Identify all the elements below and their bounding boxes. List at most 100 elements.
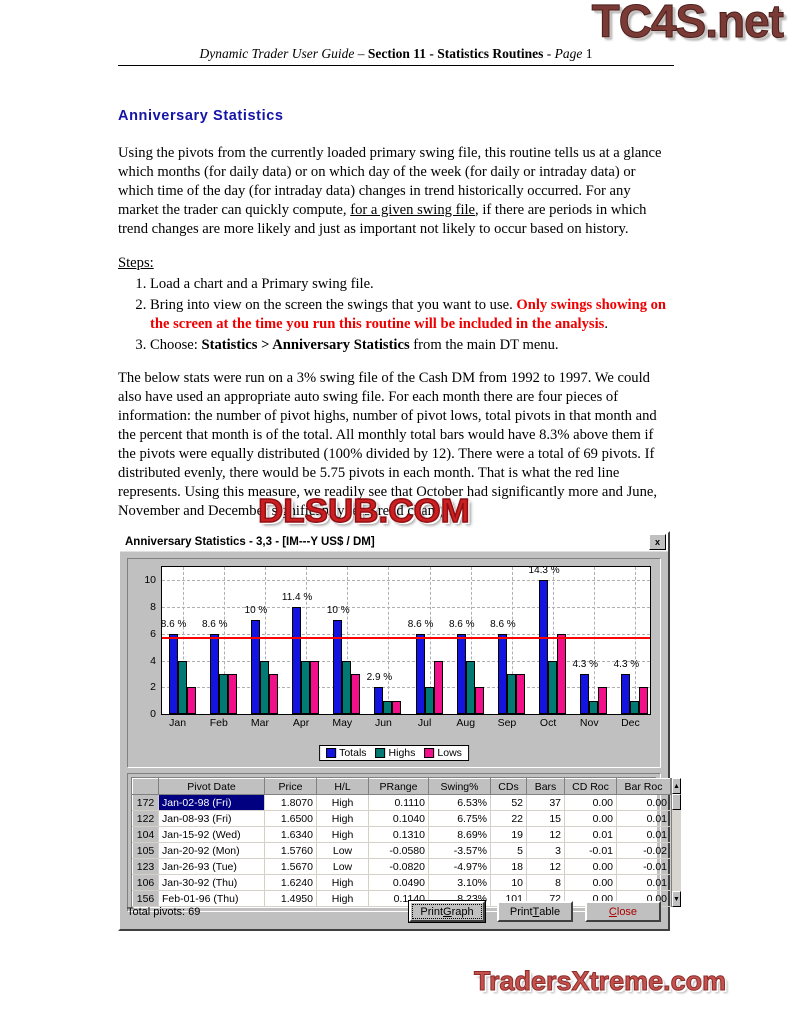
- body-paragraph: The below stats were run on a 3% swing f…: [118, 369, 657, 519]
- steps-list: Load a chart and a Primary swing file. B…: [118, 275, 674, 355]
- bar-chart-plot: [161, 566, 651, 715]
- cell-high-low: High: [316, 890, 369, 907]
- button-label-post: lose: [616, 905, 638, 918]
- cell-row-number: 105: [132, 842, 159, 859]
- column-header-bars[interactable]: Bars: [526, 778, 565, 795]
- bar-group-feb: [209, 633, 237, 714]
- pivot-table-panel: Pivot Date Price H/L PRange Swing% CDs Bars CD …: [127, 773, 681, 912]
- bar-group-sep: [497, 633, 525, 714]
- step-3-tail: from the main DT menu.: [409, 336, 559, 353]
- table-row[interactable]: 104 Jan-15-92 (Wed) 1.6340 High 0.1310 8.69% 1…: [132, 826, 671, 843]
- cell-cds: 5: [490, 842, 527, 859]
- gridline-horizontal: [162, 607, 650, 609]
- gridline-vertical: [429, 567, 431, 714]
- button-accelerator: C: [608, 905, 617, 918]
- chart-legend: Totals Highs Lows: [319, 745, 469, 761]
- bar-lows-oct: [557, 633, 567, 714]
- cell-swing-pct: 6.75%: [428, 810, 491, 827]
- table-row[interactable]: 123 Jan-26-93 (Tue) 1.5670 Low -0.0820 -4.97%…: [132, 858, 671, 875]
- cell-swing-pct: -3.57%: [428, 842, 491, 859]
- bar-totals-apr: [292, 607, 302, 714]
- gridline-vertical: [511, 567, 513, 714]
- gridline-vertical: [347, 567, 349, 714]
- cell-prange: -0.0580: [368, 842, 429, 859]
- cell-cd-roc: 0.00: [564, 858, 617, 875]
- cell-pivot-date: Jan-08-93 (Fri): [158, 810, 265, 827]
- header-page-label: Page: [554, 46, 583, 61]
- cell-prange: 0.1110: [368, 794, 429, 811]
- dialog-titlebar[interactable]: Anniversary Statistics - 3,3 - [IM---Y U…: [120, 533, 668, 552]
- cell-swing-pct: 3.10%: [428, 874, 491, 891]
- column-header-cd-roc[interactable]: CD Roc: [564, 778, 617, 795]
- cell-high-low: High: [316, 794, 369, 811]
- bar-highs-nov: [589, 700, 599, 714]
- table-row[interactable]: 122 Jan-08-93 (Fri) 1.6500 High 0.1040 6.75% 2…: [132, 810, 671, 827]
- header-separator: -: [543, 46, 555, 61]
- bar-totals-dec: [621, 673, 631, 714]
- page-title: Anniversary Statistics: [118, 108, 284, 124]
- gridline-vertical: [635, 567, 637, 714]
- cell-price: 1.4950: [264, 890, 317, 907]
- data-label-oct: 14.3 %: [528, 565, 560, 577]
- column-header-cds[interactable]: CDs: [490, 778, 527, 795]
- gridline-vertical: [264, 567, 266, 714]
- cell-pivot-date: Jan-02-98 (Fri): [158, 794, 265, 811]
- bar-group-dec: [621, 673, 649, 714]
- column-header-swing-[interactable]: Swing%: [428, 778, 491, 795]
- close-icon[interactable]: x: [649, 534, 666, 550]
- bar-group-nov: [580, 673, 608, 714]
- scroll-up-icon[interactable]: ▲: [672, 778, 681, 794]
- column-header-bar-roc[interactable]: Bar Roc: [616, 778, 671, 795]
- column-header-prange[interactable]: PRange: [368, 778, 429, 795]
- cell-row-number: 156: [132, 890, 159, 907]
- data-label-feb: 8.6 %: [201, 618, 228, 630]
- column-header-h-l[interactable]: H/L: [316, 778, 369, 795]
- cell-prange: 0.0490: [368, 874, 429, 891]
- intro-paragraph: Using the pivots from the currently load…: [118, 144, 674, 239]
- data-label-sep: 8.6 %: [490, 618, 516, 630]
- column-header-rownum[interactable]: [132, 778, 159, 795]
- data-label-aug: 8.6 %: [448, 618, 475, 630]
- bar-totals-jan: [168, 633, 178, 714]
- scrollbar-thumb[interactable]: [672, 794, 681, 810]
- intro-underlined-phrase: for a given swing file: [350, 201, 476, 218]
- cell-pivot-date: Feb-01-96 (Thu): [158, 890, 265, 907]
- gridline-vertical: [182, 567, 184, 714]
- table-row[interactable]: 172 Jan-02-98 (Fri) 1.8070 High 0.1110 6.53% 5…: [132, 794, 671, 811]
- steps-label: Steps:: [118, 254, 154, 271]
- cell-bars: 12: [526, 826, 565, 843]
- column-header-pivot-date[interactable]: Pivot Date: [158, 778, 265, 795]
- table-row[interactable]: 106 Jan-30-92 (Thu) 1.6240 High 0.0490 3.10% 1…: [132, 874, 671, 891]
- cell-bar-roc: -0.02: [616, 842, 671, 859]
- table-row[interactable]: 105 Jan-20-92 (Mon) 1.5760 Low -0.0580 -3.57%…: [132, 842, 671, 859]
- table-scrollbar[interactable]: ▲ ▼: [671, 778, 681, 907]
- bar-lows-mar: [268, 673, 278, 714]
- scrollbar-track[interactable]: [672, 810, 681, 891]
- cell-high-low: Low: [316, 842, 369, 859]
- y-axis-tick-10: 10: [144, 574, 156, 587]
- gridline-vertical: [388, 567, 390, 714]
- bar-totals-jul: [415, 633, 425, 714]
- cell-cds: 18: [490, 858, 527, 875]
- anniversary-statistics-dialog: Anniversary Statistics - 3,3 - [IM---Y U…: [118, 531, 681, 931]
- cell-swing-pct: 6.53%: [428, 794, 491, 811]
- cell-bars: 8: [526, 874, 565, 891]
- bar-group-jul: [415, 633, 443, 714]
- intro-text-b: , if there are periods in which trend ch…: [118, 201, 647, 237]
- x-axis-tick-apr: Apr: [292, 717, 310, 729]
- gridline-horizontal: [162, 687, 650, 689]
- x-axis-tick-jan: Jan: [169, 717, 187, 729]
- cell-prange: 0.1310: [368, 826, 429, 843]
- scroll-down-icon[interactable]: ▼: [672, 891, 681, 907]
- header-dash: –: [354, 46, 368, 61]
- button-accelerator: T: [532, 905, 540, 918]
- x-axis-tick-sep: Sep: [497, 717, 517, 729]
- cell-bar-roc: 0.01: [616, 826, 671, 843]
- chart-panel: Totals Highs Lows 8.6 % Jan 8.6 % Feb 10 % Mar 1…: [127, 558, 661, 768]
- cell-price: 1.8070: [264, 794, 317, 811]
- column-header-price[interactable]: Price: [264, 778, 317, 795]
